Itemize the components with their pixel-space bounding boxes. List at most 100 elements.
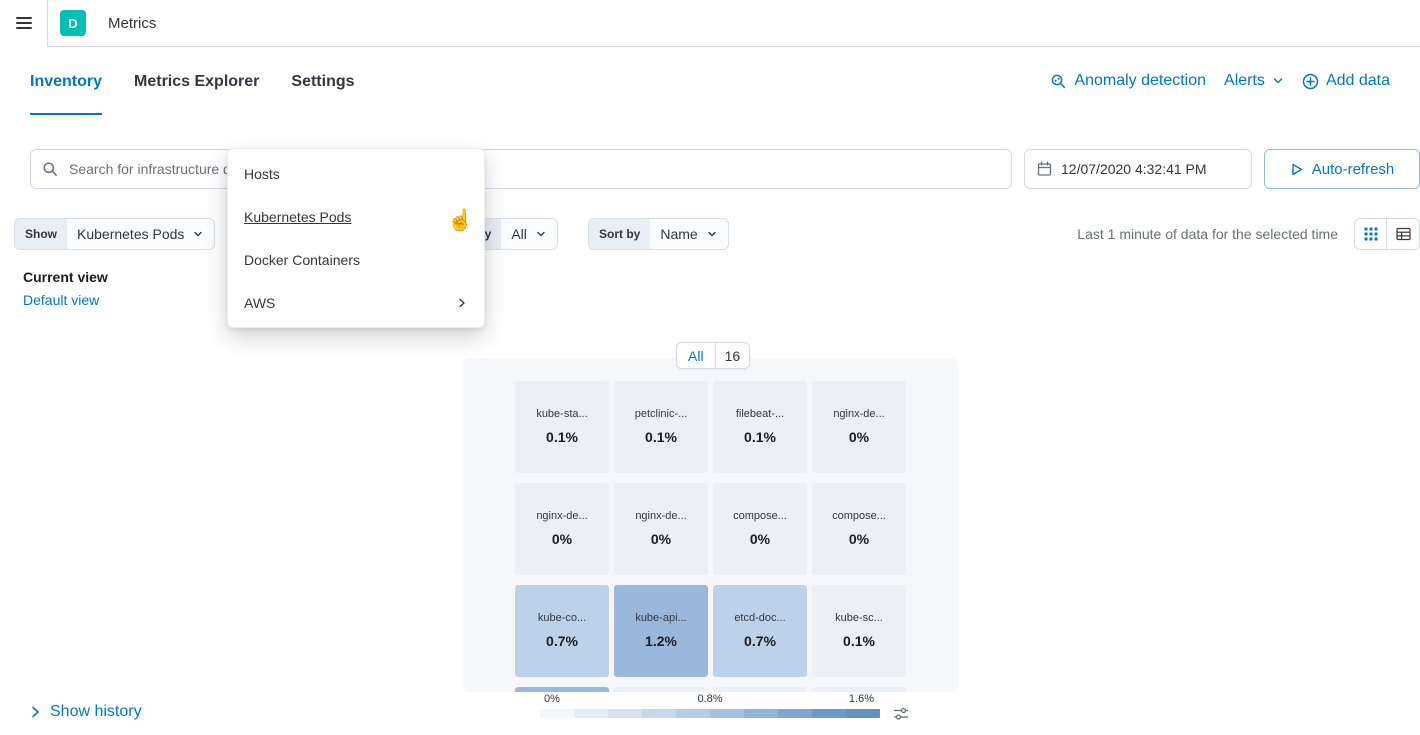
tab-inventory[interactable]: Inventory [30,47,103,115]
search-box [30,149,1012,189]
menu-list: Hosts Kubernetes Pods Docker Containers AWS [228,152,484,324]
legend-tick: 0.8% [697,693,723,705]
sliders-icon [894,707,908,720]
hamburger-icon [15,17,32,29]
chevron-down-icon [194,231,203,237]
tab-settings[interactable]: Settings [291,73,355,90]
top-bar: D Metrics [0,0,1420,47]
pod-value: 0.1% [645,429,677,445]
legend: 0% 0.8% 1.6% [540,693,880,718]
pod-tile[interactable]: petclinic-... 0.1% [614,381,708,473]
show-filter-menu: Hosts Kubernetes Pods Docker Containers AWS [227,148,485,328]
pod-value: 0% [848,531,870,547]
waffle-map: kube-sta... 0.1% petclinic-... 0.1% filebeat… [463,358,958,692]
sort-by-dropdown[interactable]: Sort by Name [588,218,729,250]
pod-tile[interactable]: nginx-de... 0% [614,483,708,575]
pod-tile[interactable] [614,687,708,692]
menu-item-aws[interactable]: AWS [228,281,484,324]
pod-tile[interactable]: nginx-de... 0% [515,483,609,575]
anomaly-detection-label: Anomaly detection [1074,72,1207,89]
pod-name: nginx-de... [635,510,687,522]
tile-grid: kube-sta... 0.1% petclinic-... 0.1% filebeat… [515,381,906,692]
legend-tick: 0% [544,693,560,705]
pod-name: kube-sta... [536,408,588,420]
alerts-menu-button[interactable]: Alerts [1224,72,1284,90]
pod-tile[interactable]: etcd-doc... 0.7% [713,585,807,677]
data-range-note: Last 1 minute of data for the selected t… [1077,226,1338,242]
breadcrumb[interactable]: Metrics [108,14,157,32]
pod-name: kube-sc... [835,612,883,624]
pod-value: 0% [848,429,870,445]
map-view-button[interactable] [1354,218,1387,250]
pod-name: filebeat-... [735,408,785,420]
pod-name: nginx-de... [536,510,588,522]
nav-actions: Anomaly detection Alerts Add data [1050,47,1390,115]
pod-tile[interactable]: kube-api... 1.2% [614,585,708,677]
pod-value: 0% [749,531,771,547]
chevron-down-icon [1273,78,1283,84]
pod-name: compose... [832,510,886,522]
pod-tile[interactable]: kube-sc... 0.1% [812,585,906,677]
search-input[interactable] [30,149,1012,189]
pod-tile[interactable]: compose... 0% [812,483,906,575]
show-filter-value: Kubernetes Pods [77,226,185,242]
pod-value: 0% [650,531,672,547]
pod-tile[interactable]: kube-co... 0.7% [515,585,609,677]
sort-by-value: Name [660,226,698,242]
legend-tick: 1.6% [848,693,874,705]
tab-metrics-explorer[interactable]: Metrics Explorer [134,73,260,90]
menu-item-kubernetes-pods[interactable]: Kubernetes Pods [228,195,484,238]
pod-value: 1.2% [645,633,677,649]
app-nav: Inventory Metrics Explorer Settings Anom… [0,47,1420,115]
auto-refresh-label: Auto-refresh [1311,160,1395,178]
pod-tile[interactable] [515,687,609,692]
pod-tile[interactable]: nginx-de... 0% [812,381,906,473]
pod-value: 0% [551,531,573,547]
pod-value: 0.7% [744,633,776,649]
show-filter-dropdown[interactable]: Show Kubernetes Pods [14,218,216,250]
show-filter-label: Show [15,219,67,249]
show-history-label: Show history [50,703,142,720]
add-data-label: Add data [1325,72,1390,89]
menu-toggle-button[interactable] [0,0,48,47]
add-data-button[interactable]: Add data [1302,72,1390,90]
pod-name: kube-api... [635,612,687,624]
show-history-button[interactable]: Show history [30,703,142,721]
play-icon [1292,163,1302,175]
group-by-value: All [511,226,527,242]
anomaly-detection-button[interactable]: Anomaly detection [1050,72,1206,90]
default-view-link[interactable]: Default view [23,292,100,308]
query-toolbar: 12/07/2020 4:32:41 PM Auto-refresh [0,149,1420,189]
group-pill: All 16 [676,342,751,369]
chevron-down-icon [537,231,545,237]
pod-tile[interactable] [713,687,807,692]
group-count-badge: 16 [724,347,741,364]
chevron-down-icon [708,231,716,237]
menu-item-label: Hosts [244,165,280,182]
menu-item-docker-containers[interactable]: Docker Containers [228,238,484,281]
pod-value: 0.1% [744,429,776,445]
pod-name: kube-co... [537,612,587,624]
pod-tile[interactable]: compose... 0% [713,483,807,575]
menu-item-label: Kubernetes Pods [244,208,352,225]
pod-tile[interactable] [812,687,906,692]
plus-circle-icon [1302,73,1319,89]
pod-tile[interactable]: kube-sta... 0.1% [515,381,609,473]
menu-item-hosts[interactable]: Hosts [228,152,484,195]
pod-tile[interactable]: filebeat-... 0.1% [713,381,807,473]
chevron-right-icon [459,298,465,307]
legend-options-button[interactable] [893,706,909,727]
group-all-button[interactable]: All [677,343,716,368]
date-picker[interactable]: 12/07/2020 4:32:41 PM [1024,149,1252,189]
filter-row-right: Last 1 minute of data for the selected t… [1077,218,1420,250]
table-view-icon [1395,227,1411,241]
pod-value: 0.1% [843,633,875,649]
table-view-button[interactable] [1387,218,1420,250]
deployment-logo[interactable]: D [60,10,86,36]
legend-labels: 0% 0.8% 1.6% [540,693,880,706]
view-switcher [1354,218,1420,250]
pod-value: 0.1% [546,429,578,445]
auto-refresh-button[interactable]: Auto-refresh [1264,149,1420,189]
search-icon [43,162,57,176]
